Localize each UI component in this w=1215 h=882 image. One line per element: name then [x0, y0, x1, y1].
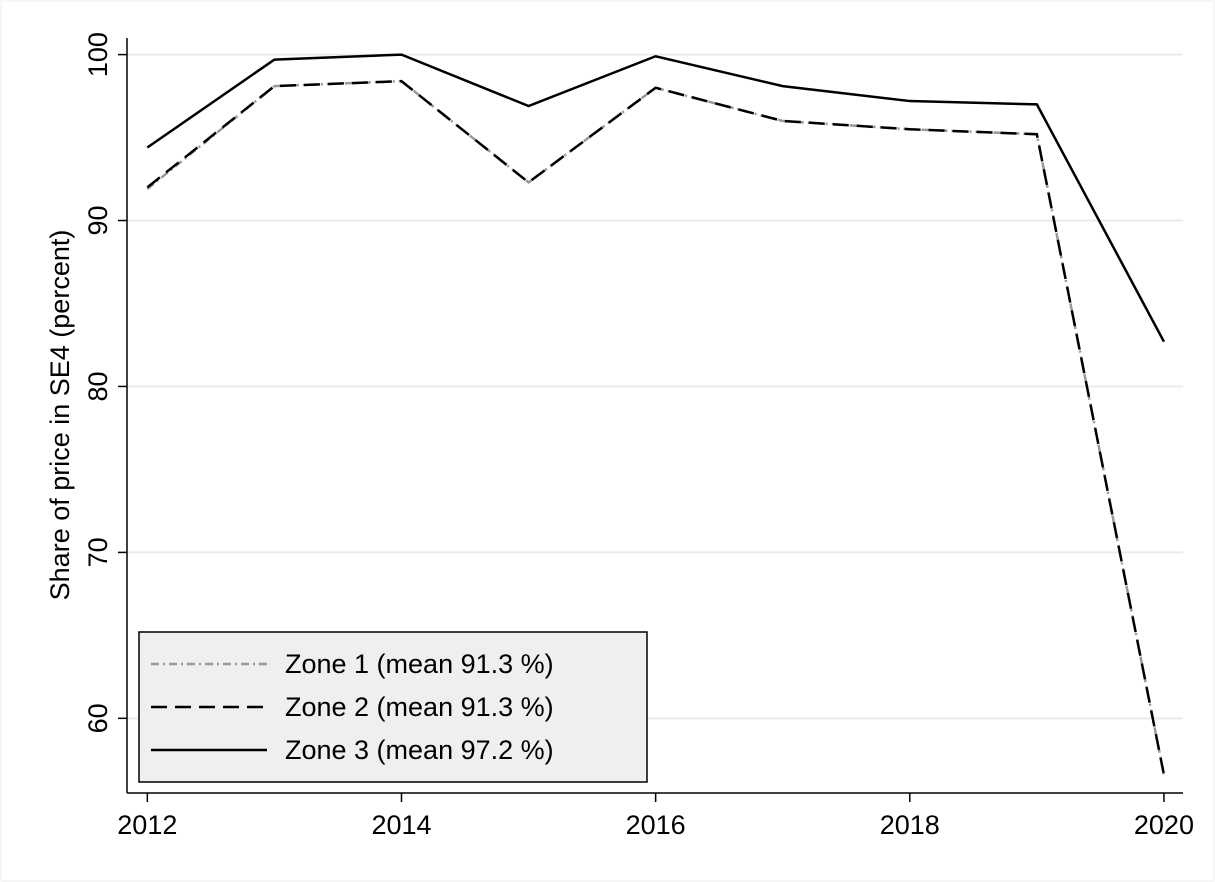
y-tick-label: 70 — [83, 537, 113, 567]
line-series — [146, 79, 1166, 775]
legend: Zone 1 (mean 91.3 %) Zone 2 (mean 91.3 %)… — [138, 631, 648, 783]
y-tick-label: 80 — [83, 371, 113, 401]
y-tick-label: 90 — [83, 206, 113, 236]
legend-label: Zone 2 (mean 91.3 %) — [285, 692, 554, 722]
legend-label: Zone 3 (mean 97.2 %) — [285, 735, 554, 765]
x-tick-label: 2020 — [1134, 810, 1194, 840]
line-series — [146, 53, 1166, 343]
x-tick-label: 2016 — [626, 810, 686, 840]
x-tick-label: 2012 — [117, 810, 177, 840]
x-tick-label: 2018 — [880, 810, 940, 840]
y-tick-label: 60 — [83, 703, 113, 733]
x-tick-label: 2014 — [371, 810, 431, 840]
y-tick-label: 100 — [83, 32, 113, 77]
y-axis-label: Share of price in SE4 (percent) — [45, 230, 75, 601]
legend-label: Zone 1 (mean 91.3 %) — [285, 649, 554, 679]
